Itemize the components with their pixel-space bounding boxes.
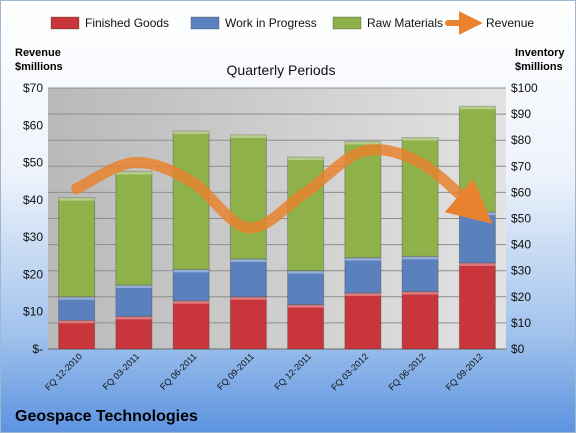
bar-highlight bbox=[230, 258, 267, 262]
bar-raw-materials bbox=[229, 134, 267, 260]
left-axis-title: Revenue bbox=[15, 47, 61, 59]
right-tick-label: $40 bbox=[511, 238, 531, 252]
bar-highlight bbox=[58, 197, 95, 201]
legend-label-work-in-progress: Work in Progress bbox=[225, 16, 317, 30]
bar-raw-materials bbox=[172, 130, 210, 270]
bar-highlight bbox=[287, 157, 324, 161]
bar-finished-goods bbox=[229, 296, 267, 350]
right-axis: $0 $10 $20 $30 $40 $50 $60 $70 $80 $90 $100 bbox=[511, 81, 538, 356]
category-label: FQ 09-2012 bbox=[444, 351, 485, 392]
legend-swatch-work-in-progress bbox=[190, 16, 220, 30]
category-label: FQ 06-2011 bbox=[158, 351, 199, 392]
right-tick-label: $20 bbox=[511, 290, 531, 304]
right-tick-label: $0 bbox=[511, 342, 525, 356]
left-tick-label: $50 bbox=[23, 156, 43, 170]
category-label: FQ 09-2011 bbox=[215, 351, 256, 392]
category-axis: FQ 12-2010 FQ 03-2011 FQ 06-2011 FQ 09-2011… bbox=[43, 351, 485, 392]
plot-title: Quarterly Periods bbox=[227, 62, 336, 78]
revenue-line bbox=[71, 144, 493, 234]
bar-raw-materials bbox=[115, 171, 153, 286]
category-label: FQ 12-2010 bbox=[43, 351, 84, 392]
bar-work-in-progress bbox=[58, 296, 96, 321]
bar-highlight bbox=[287, 304, 324, 308]
bar-highlight bbox=[115, 285, 152, 289]
bar-finished-goods bbox=[58, 319, 96, 350]
bar-highlight bbox=[173, 131, 210, 135]
bar-work-in-progress bbox=[344, 257, 382, 294]
bar-finished-goods bbox=[458, 262, 496, 350]
bar-work-in-progress bbox=[287, 270, 325, 306]
left-tick-label: $10 bbox=[23, 305, 43, 319]
bar-raw-materials bbox=[58, 197, 96, 298]
bar-highlight bbox=[173, 269, 210, 273]
bar-highlight bbox=[287, 270, 324, 274]
bar-highlight bbox=[344, 141, 381, 145]
right-tick-label: $50 bbox=[511, 212, 531, 226]
right-tick-label: $90 bbox=[511, 107, 531, 121]
bar-work-in-progress bbox=[172, 268, 210, 302]
bar-highlight bbox=[173, 300, 210, 304]
bar-highlight bbox=[115, 171, 152, 175]
left-tick-label: $20 bbox=[23, 267, 43, 281]
bar-highlight bbox=[459, 106, 496, 110]
bar-highlight bbox=[344, 292, 381, 296]
legend-swatch-finished-goods bbox=[50, 16, 80, 30]
bar-highlight bbox=[459, 262, 496, 266]
bar-finished-goods bbox=[344, 292, 382, 350]
bar-highlight bbox=[344, 257, 381, 261]
bar-highlight bbox=[230, 296, 267, 300]
left-tick-label: $60 bbox=[23, 118, 43, 132]
bar-work-in-progress bbox=[229, 258, 267, 298]
legend: Finished Goods Work in Progress Raw Materi… bbox=[50, 11, 534, 35]
left-tick-label: $40 bbox=[23, 193, 43, 207]
left-axis: $- $10 $20 $30 $40 $50 $60 $70 bbox=[23, 81, 43, 356]
category-label: FQ 03-2012 bbox=[329, 351, 370, 392]
bar-highlight bbox=[230, 134, 267, 138]
category-label: FQ 12-2011 bbox=[272, 351, 313, 392]
company-name: Geospace Technologies bbox=[15, 408, 198, 425]
left-axis-title-unit: $millions bbox=[15, 61, 63, 73]
bar-highlight bbox=[402, 256, 439, 260]
bar-highlight bbox=[58, 296, 95, 300]
bar-work-in-progress bbox=[458, 211, 496, 264]
bar-highlight bbox=[115, 316, 152, 320]
legend-swatch-raw-materials bbox=[332, 16, 362, 30]
right-axis-title: Inventory bbox=[515, 47, 565, 59]
right-tick-label: $30 bbox=[511, 264, 531, 278]
right-tick-label: $80 bbox=[511, 133, 531, 147]
left-tick-label: $- bbox=[32, 342, 43, 356]
right-tick-label: $100 bbox=[511, 81, 538, 95]
bar-highlight bbox=[58, 320, 95, 324]
bar-finished-goods bbox=[287, 304, 325, 350]
left-tick-label: $30 bbox=[23, 230, 43, 244]
revenue-line-layer bbox=[71, 144, 493, 234]
left-tick-label: $70 bbox=[23, 81, 43, 95]
bar-highlight bbox=[402, 291, 439, 295]
bar-finished-goods bbox=[115, 315, 153, 350]
right-tick-label: $60 bbox=[511, 185, 531, 199]
bar-work-in-progress bbox=[115, 284, 153, 317]
category-label: FQ 03-2011 bbox=[101, 351, 142, 392]
bar-raw-materials bbox=[287, 156, 325, 272]
legend-label-raw-materials: Raw Materials bbox=[367, 16, 443, 30]
legend-label-revenue: Revenue bbox=[486, 16, 534, 30]
bar-highlight bbox=[402, 137, 439, 141]
bar-work-in-progress bbox=[401, 255, 439, 293]
legend-label-finished-goods: Finished Goods bbox=[85, 16, 169, 30]
right-tick-label: $70 bbox=[511, 159, 531, 173]
bar-finished-goods bbox=[401, 291, 439, 350]
bar-finished-goods bbox=[172, 300, 210, 350]
category-label: FQ 06-2012 bbox=[387, 351, 428, 392]
right-axis-title-unit: $millions bbox=[515, 61, 563, 73]
right-tick-label: $10 bbox=[511, 316, 531, 330]
